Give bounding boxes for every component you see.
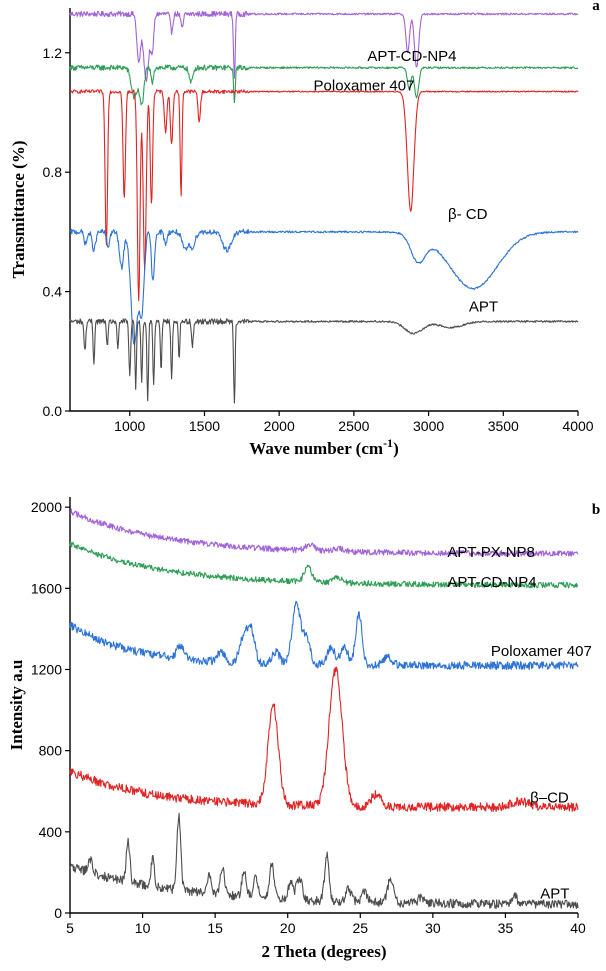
panel-b-series-label: APT [540, 886, 569, 903]
panel-b-series-label: Poloxamer 407 [491, 643, 592, 660]
panel-b-x-tick-label: 30 [425, 920, 441, 936]
panel-b-series-line [69, 666, 579, 813]
panel-b-y-axis-title: Intensity a.u [7, 660, 26, 751]
panel-a-x-tick-label: 2000 [264, 418, 295, 434]
panel-a-x-axis-title-sup: -1 [383, 436, 393, 450]
panel-a-x-tick-label: 4000 [562, 418, 593, 434]
panel-a-series-label: APT [469, 299, 498, 316]
panel-b-x-tick-label: 20 [280, 920, 296, 936]
panel-a-x-tick-label: 2500 [338, 418, 369, 434]
panel-b-series-label: APT-CD-NP4 [447, 574, 536, 591]
panel-b-y-tick-label: 1600 [31, 580, 62, 596]
panel-a-series-line [69, 318, 579, 404]
panel-b-x-tick-label: 10 [135, 920, 151, 936]
panel-a-x-axis-title: Wave number (cm-1) [249, 436, 398, 458]
panel-a-x-tick-label: 1500 [189, 418, 220, 434]
panel-b-series-label: APT-PX-NP8 [447, 544, 535, 561]
panel-a-series-line [69, 228, 579, 346]
panel-a-x-axis-title-main: Wave number (cm [249, 439, 383, 458]
panel-a-series-label: APT-CD-NP4 [367, 48, 456, 65]
panel-a-y-tick-label: 0.8 [43, 164, 63, 180]
panel-b-x-axis-title: 2 Theta (degrees) [262, 942, 387, 961]
panel-b-y-tick-label: 1200 [31, 661, 62, 677]
panel-b-x-tick-label: 35 [498, 920, 514, 936]
panel-a-x-tick-label: 3000 [413, 418, 444, 434]
panel-b-series-label: β–CD [530, 789, 569, 806]
panel-b-y-tick-label: 400 [39, 824, 63, 840]
panel-a-series-label: Poloxamer 407 [314, 78, 415, 95]
panel-a-series-line [69, 64, 579, 106]
panel-b-x-tick-label: 5 [66, 920, 74, 936]
panel-b-x-tick-label: 15 [207, 920, 223, 936]
panel-b-y-tick-label: 0 [54, 905, 62, 921]
panel-a-x-tick-label: 1000 [114, 418, 145, 434]
panel-a-y-tick-label: 0.4 [43, 284, 63, 300]
panel-a-x-tick-label: 3500 [488, 418, 519, 434]
panel-a-letter: a [592, 0, 600, 14]
panel-b-x-tick-label: 25 [352, 920, 368, 936]
panel-b-y-tick-label: 800 [39, 743, 63, 759]
panel-a-y-axis-title: Transmittance (%) [9, 140, 28, 278]
panel-a-series-line [70, 89, 579, 302]
panel-b-y-tick-label: 2000 [31, 499, 62, 515]
panel-b-series-line [69, 540, 579, 589]
panel-b-series-line [69, 600, 579, 670]
panel-b-series-line [69, 812, 579, 910]
panel-b-x-tick-label: 40 [570, 920, 586, 936]
panel-a-series-label: β- CD [448, 206, 488, 223]
panel-a-series-line [69, 10, 579, 83]
panel-a-series-label: APT-PX-NP8 [337, 0, 425, 1]
panel-b-series-line [69, 508, 579, 557]
panel-b-letter: b [592, 502, 600, 518]
panel-a-y-tick-label: 0.0 [43, 403, 63, 419]
panel-a-ftir-chart: 1000 1500 2000 2500 3000 3500 4000 0.0 0.4 0.8 1.2… [9, 0, 600, 458]
panel-a-x-axis-title-close: ) [393, 439, 399, 458]
panel-a-y-tick-label: 1.2 [43, 45, 63, 61]
